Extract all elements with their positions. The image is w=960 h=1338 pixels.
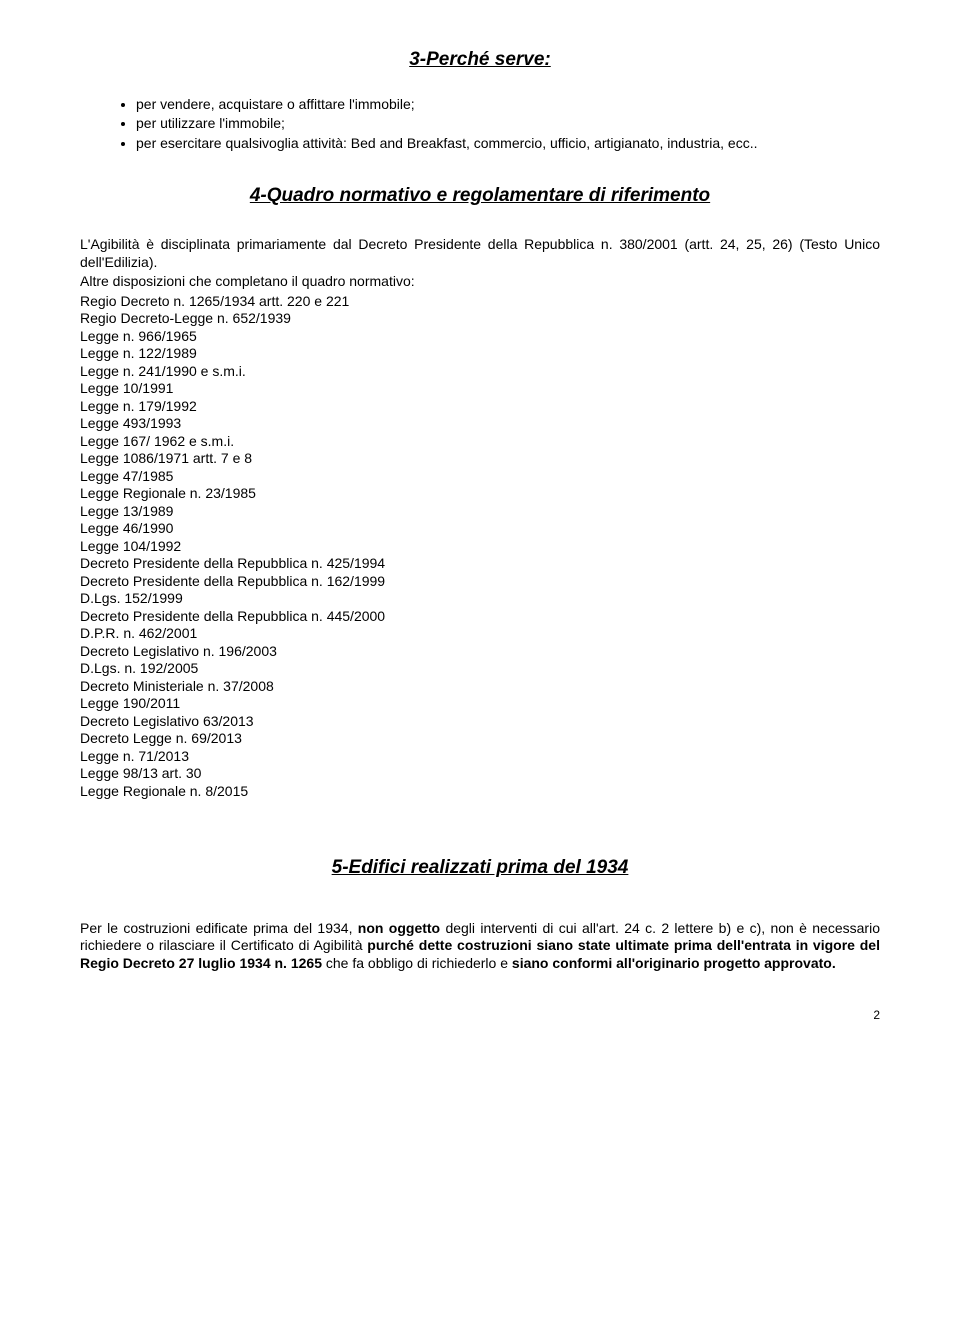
law-item: Legge Regionale n. 8/2015 <box>80 783 880 801</box>
law-item: Decreto Presidente della Repubblica n. 4… <box>80 608 880 626</box>
section-3-heading: 3-Perché serve: <box>80 48 880 72</box>
law-item: Legge 167/ 1962 e s.m.i. <box>80 433 880 451</box>
law-item: Decreto Legge n. 69/2013 <box>80 730 880 748</box>
text-run: Per le costruzioni edificate prima del 1… <box>80 920 358 936</box>
section-3-bullets: per vendere, acquistare o affittare l'im… <box>80 96 880 153</box>
law-item: Legge 10/1991 <box>80 380 880 398</box>
bullet-item: per esercitare qualsivoglia attività: Be… <box>136 135 880 153</box>
law-list: Regio Decreto n. 1265/1934 artt. 220 e 2… <box>80 293 880 801</box>
section-4-heading: 4-Quadro normativo e regolamentare di ri… <box>80 184 880 208</box>
section-5-paragraph: Per le costruzioni edificate prima del 1… <box>80 920 880 973</box>
section-5-heading: 5-Edifici realizzati prima del 1934 <box>80 856 880 880</box>
text-run-bold: siano conformi all'originario progetto a… <box>512 955 836 971</box>
law-item: Legge n. 71/2013 <box>80 748 880 766</box>
section-4-intro: L'Agibilità è disciplinata primariamente… <box>80 236 880 271</box>
law-item: Decreto Legislativo 63/2013 <box>80 713 880 731</box>
law-item: Legge n. 241/1990 e s.m.i. <box>80 363 880 381</box>
law-item: Legge 47/1985 <box>80 468 880 486</box>
text-run-bold: non oggetto <box>358 920 440 936</box>
law-item: Legge 46/1990 <box>80 520 880 538</box>
law-item: D.Lgs. n. 192/2005 <box>80 660 880 678</box>
text-run: che fa obbligo di richiederlo e <box>322 955 512 971</box>
law-item: Legge Regionale n. 23/1985 <box>80 485 880 503</box>
law-item: Legge 493/1993 <box>80 415 880 433</box>
law-item: Decreto Presidente della Repubblica n. 1… <box>80 573 880 591</box>
bullet-item: per vendere, acquistare o affittare l'im… <box>136 96 880 114</box>
document-page: 3-Perché serve: per vendere, acquistare … <box>0 0 960 1063</box>
bullet-item: per utilizzare l'immobile; <box>136 115 880 133</box>
law-item: D.P.R. n. 462/2001 <box>80 625 880 643</box>
law-item: Legge 104/1992 <box>80 538 880 556</box>
law-item: Decreto Legislativo n. 196/2003 <box>80 643 880 661</box>
law-item: Legge 13/1989 <box>80 503 880 521</box>
law-item: D.Lgs. 152/1999 <box>80 590 880 608</box>
law-item: Regio Decreto-Legge n. 652/1939 <box>80 310 880 328</box>
section-4-intro2: Altre disposizioni che completano il qua… <box>80 273 880 291</box>
law-item: Legge n. 122/1989 <box>80 345 880 363</box>
law-item: Legge n. 179/1992 <box>80 398 880 416</box>
law-item: Regio Decreto n. 1265/1934 artt. 220 e 2… <box>80 293 880 311</box>
law-item: Legge 1086/1971 artt. 7 e 8 <box>80 450 880 468</box>
law-item: Legge 98/13 art. 30 <box>80 765 880 783</box>
law-item: Decreto Ministeriale n. 37/2008 <box>80 678 880 696</box>
law-item: Legge n. 966/1965 <box>80 328 880 346</box>
law-item: Legge 190/2011 <box>80 695 880 713</box>
law-item: Decreto Presidente della Repubblica n. 4… <box>80 555 880 573</box>
page-number: 2 <box>80 1008 880 1023</box>
